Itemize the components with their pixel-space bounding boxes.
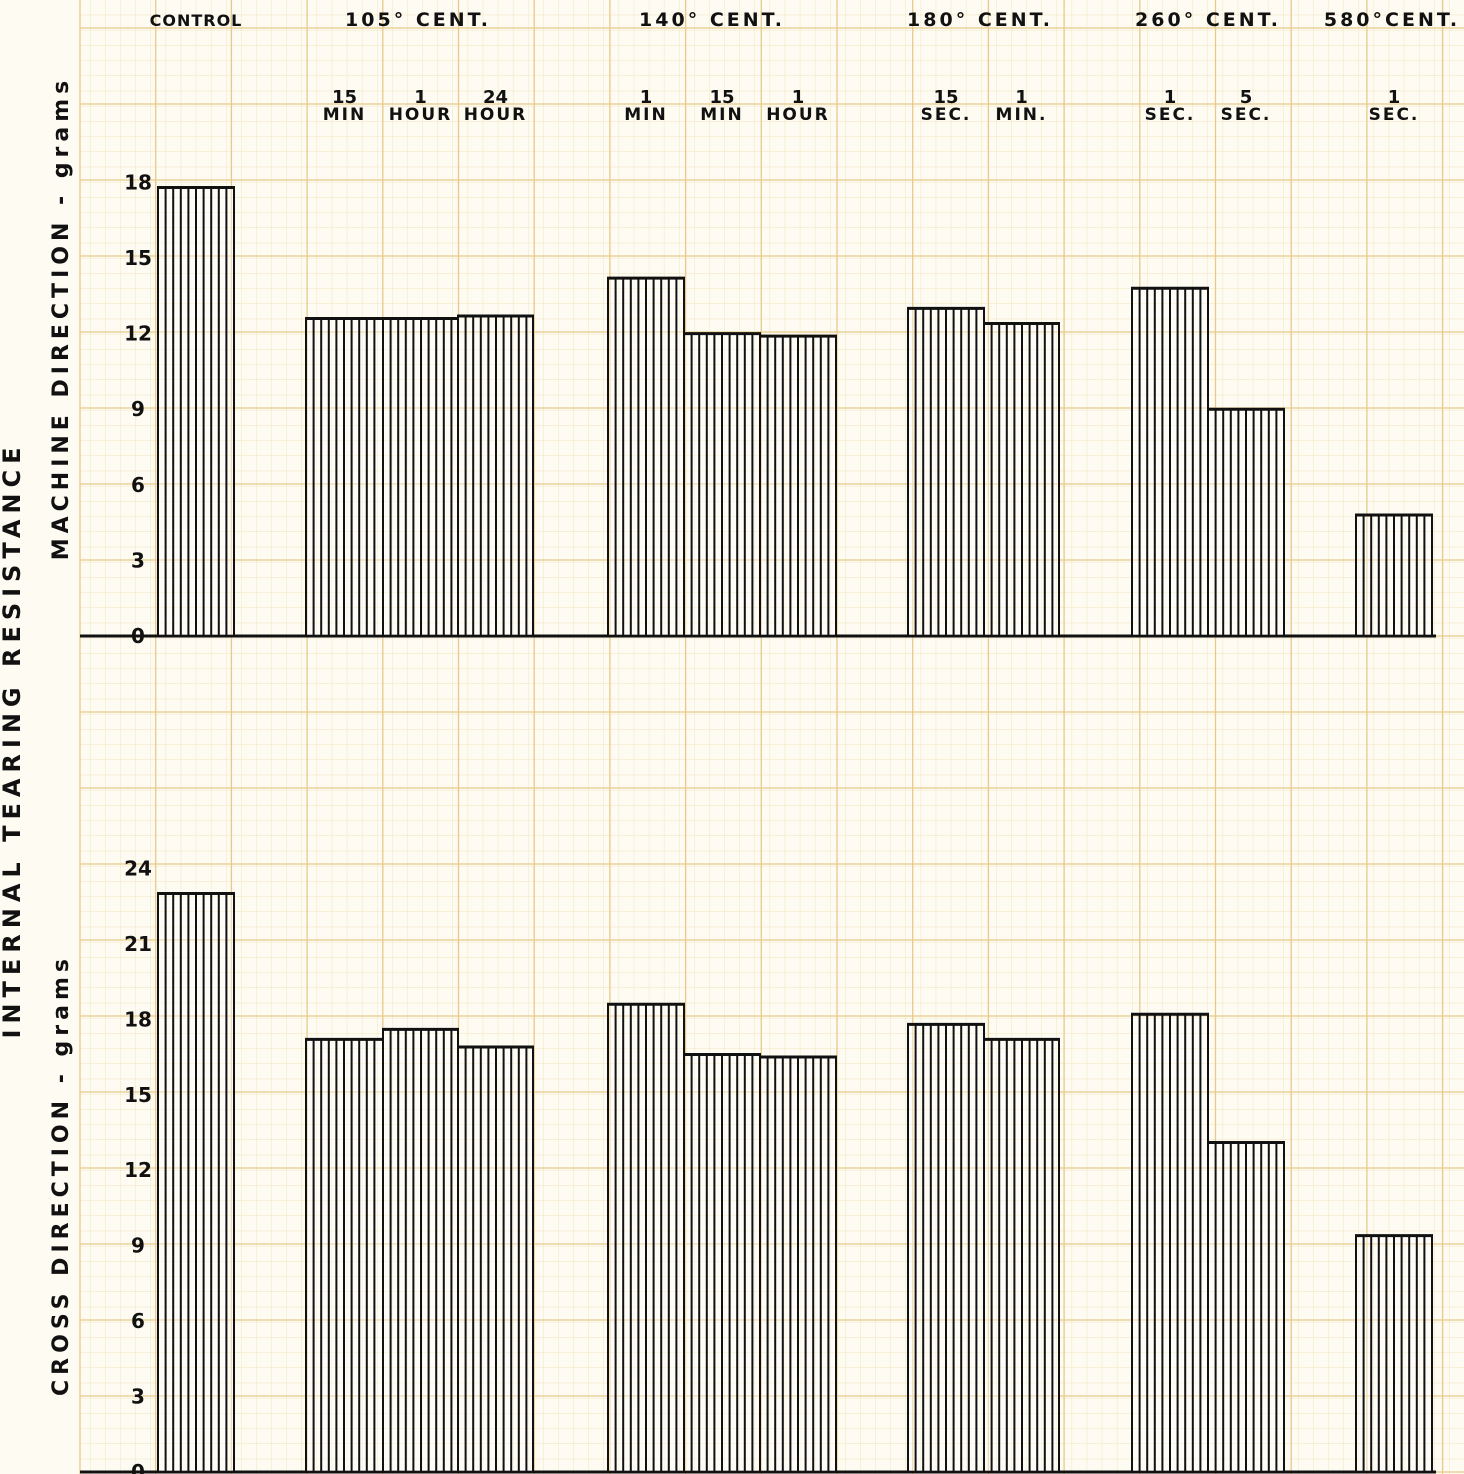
bar-hatching: [1138, 288, 1202, 636]
y-tick-label: 6: [131, 1309, 145, 1333]
bar: [683, 1053, 761, 1473]
bar-hatching: [766, 1057, 830, 1472]
bar-hatching: [1214, 409, 1278, 636]
bar: [1131, 1012, 1209, 1474]
temperature-group-label: 140° CENT.: [639, 9, 785, 31]
bar: [1355, 1234, 1433, 1473]
bar: [907, 306, 985, 637]
temperature-group-label: 580°CENT.: [1324, 9, 1460, 31]
temperature-group-label: 260° CENT.: [1135, 9, 1281, 31]
duration-value-label: 1: [1388, 87, 1401, 108]
bar-hatching: [690, 1054, 754, 1472]
bar-hatching: [389, 1029, 453, 1472]
bar-hatching: [614, 1004, 678, 1472]
bar: [1131, 286, 1209, 637]
y-tick-label: 9: [131, 397, 145, 421]
duration-unit-label: SEC.: [1221, 105, 1272, 125]
duration-unit-label: SEC.: [921, 105, 972, 125]
bar: [1207, 407, 1285, 638]
duration-value-label: 1: [792, 87, 805, 108]
duration-value-label: 15: [709, 87, 734, 108]
duration-unit-label: MIN: [624, 105, 667, 125]
bar: [382, 1027, 459, 1473]
duration-unit-label: SEC.: [1145, 105, 1196, 125]
bar-hatching: [914, 308, 978, 636]
duration-unit-label: SEC.: [1369, 105, 1420, 125]
bar: [1207, 1141, 1285, 1474]
y-tick-label: 15: [124, 1083, 152, 1107]
bar-hatching: [1362, 515, 1426, 636]
bar: [382, 316, 459, 637]
bar-hatching: [464, 1047, 528, 1472]
bar: [607, 276, 685, 637]
duration-unit-label: MIN: [323, 105, 366, 125]
bar: [759, 1055, 837, 1474]
bar: [157, 185, 235, 637]
y-tick-label: 21: [124, 932, 152, 956]
bar-hatching: [1362, 1235, 1426, 1472]
bar-hatching: [614, 278, 678, 636]
y-axis-titles: INTERNAL TEARING RESISTANCE MACHINE DIRE…: [0, 76, 74, 1396]
temperature-group-label: CONTROL: [150, 11, 243, 30]
duration-value-label: 15: [332, 87, 357, 108]
duration-value-label: 1: [640, 87, 653, 108]
temperature-group-label: 180° CENT.: [907, 9, 1053, 31]
duration-unit-label: HOUR: [766, 105, 830, 125]
duration-unit-label: MIN: [700, 105, 743, 125]
bar: [305, 316, 384, 637]
bar-hatching: [690, 333, 754, 636]
y-tick-label: 18: [124, 1007, 152, 1031]
bar-hatching: [389, 318, 453, 636]
y-axis-title-cross-direction: CROSS DIRECTION - grams: [49, 954, 74, 1396]
duration-value-label: 5: [1240, 87, 1253, 108]
bar-hatching: [990, 1039, 1054, 1472]
y-tick-label: 6: [131, 473, 145, 497]
y-axis-title-machine-direction: MACHINE DIRECTION - grams: [49, 76, 74, 561]
y-tick-label: 12: [124, 1158, 152, 1182]
temperature-group-label: 105° CENT.: [345, 9, 491, 31]
y-tick-label: 24: [124, 856, 152, 880]
bar-hatching: [1214, 1142, 1278, 1472]
duration-unit-label: HOUR: [389, 105, 453, 125]
y-axis-title-common: INTERNAL TEARING RESISTANCE: [0, 441, 26, 1038]
bar-hatching: [312, 318, 376, 636]
bar-hatching: [990, 323, 1054, 636]
bar: [457, 1045, 534, 1473]
bar-hatching: [914, 1024, 978, 1472]
bar: [683, 332, 761, 637]
bar-hatching: [164, 893, 228, 1472]
bar: [1355, 513, 1433, 637]
duration-value-label: 1: [1164, 87, 1177, 108]
y-tick-label: 3: [131, 548, 145, 572]
chart-header: CONTROL 105° CENT. 140° CENT. 180° CENT. 260…: [150, 9, 1460, 125]
y-tick-label: 3: [131, 1385, 145, 1409]
bar: [305, 1037, 384, 1474]
bar: [607, 1002, 685, 1474]
duration-unit-label: HOUR: [464, 105, 528, 125]
y-tick-label: 18: [124, 170, 152, 194]
bar: [457, 314, 534, 637]
bar: [907, 1022, 985, 1473]
bar-hatching: [766, 336, 830, 636]
y-tick-label: 9: [131, 1234, 145, 1258]
bar: [983, 1037, 1060, 1474]
bar-hatching: [1138, 1014, 1202, 1472]
y-tick-label: 15: [124, 246, 152, 270]
y-tick-label: 12: [124, 322, 152, 346]
duration-value-label: 1: [414, 87, 427, 108]
duration-value-label: 15: [933, 87, 958, 108]
bar: [983, 322, 1060, 637]
duration-unit-label: MIN.: [996, 105, 1048, 125]
bar: [157, 892, 235, 1473]
duration-value-label: 1: [1015, 87, 1028, 108]
bar: [759, 334, 837, 637]
bar-hatching: [164, 187, 228, 636]
bar-hatching: [464, 316, 528, 636]
graph-paper-grid: [79, 0, 1464, 1474]
bar-hatching: [312, 1039, 376, 1472]
duration-value-label: 24: [483, 87, 508, 108]
